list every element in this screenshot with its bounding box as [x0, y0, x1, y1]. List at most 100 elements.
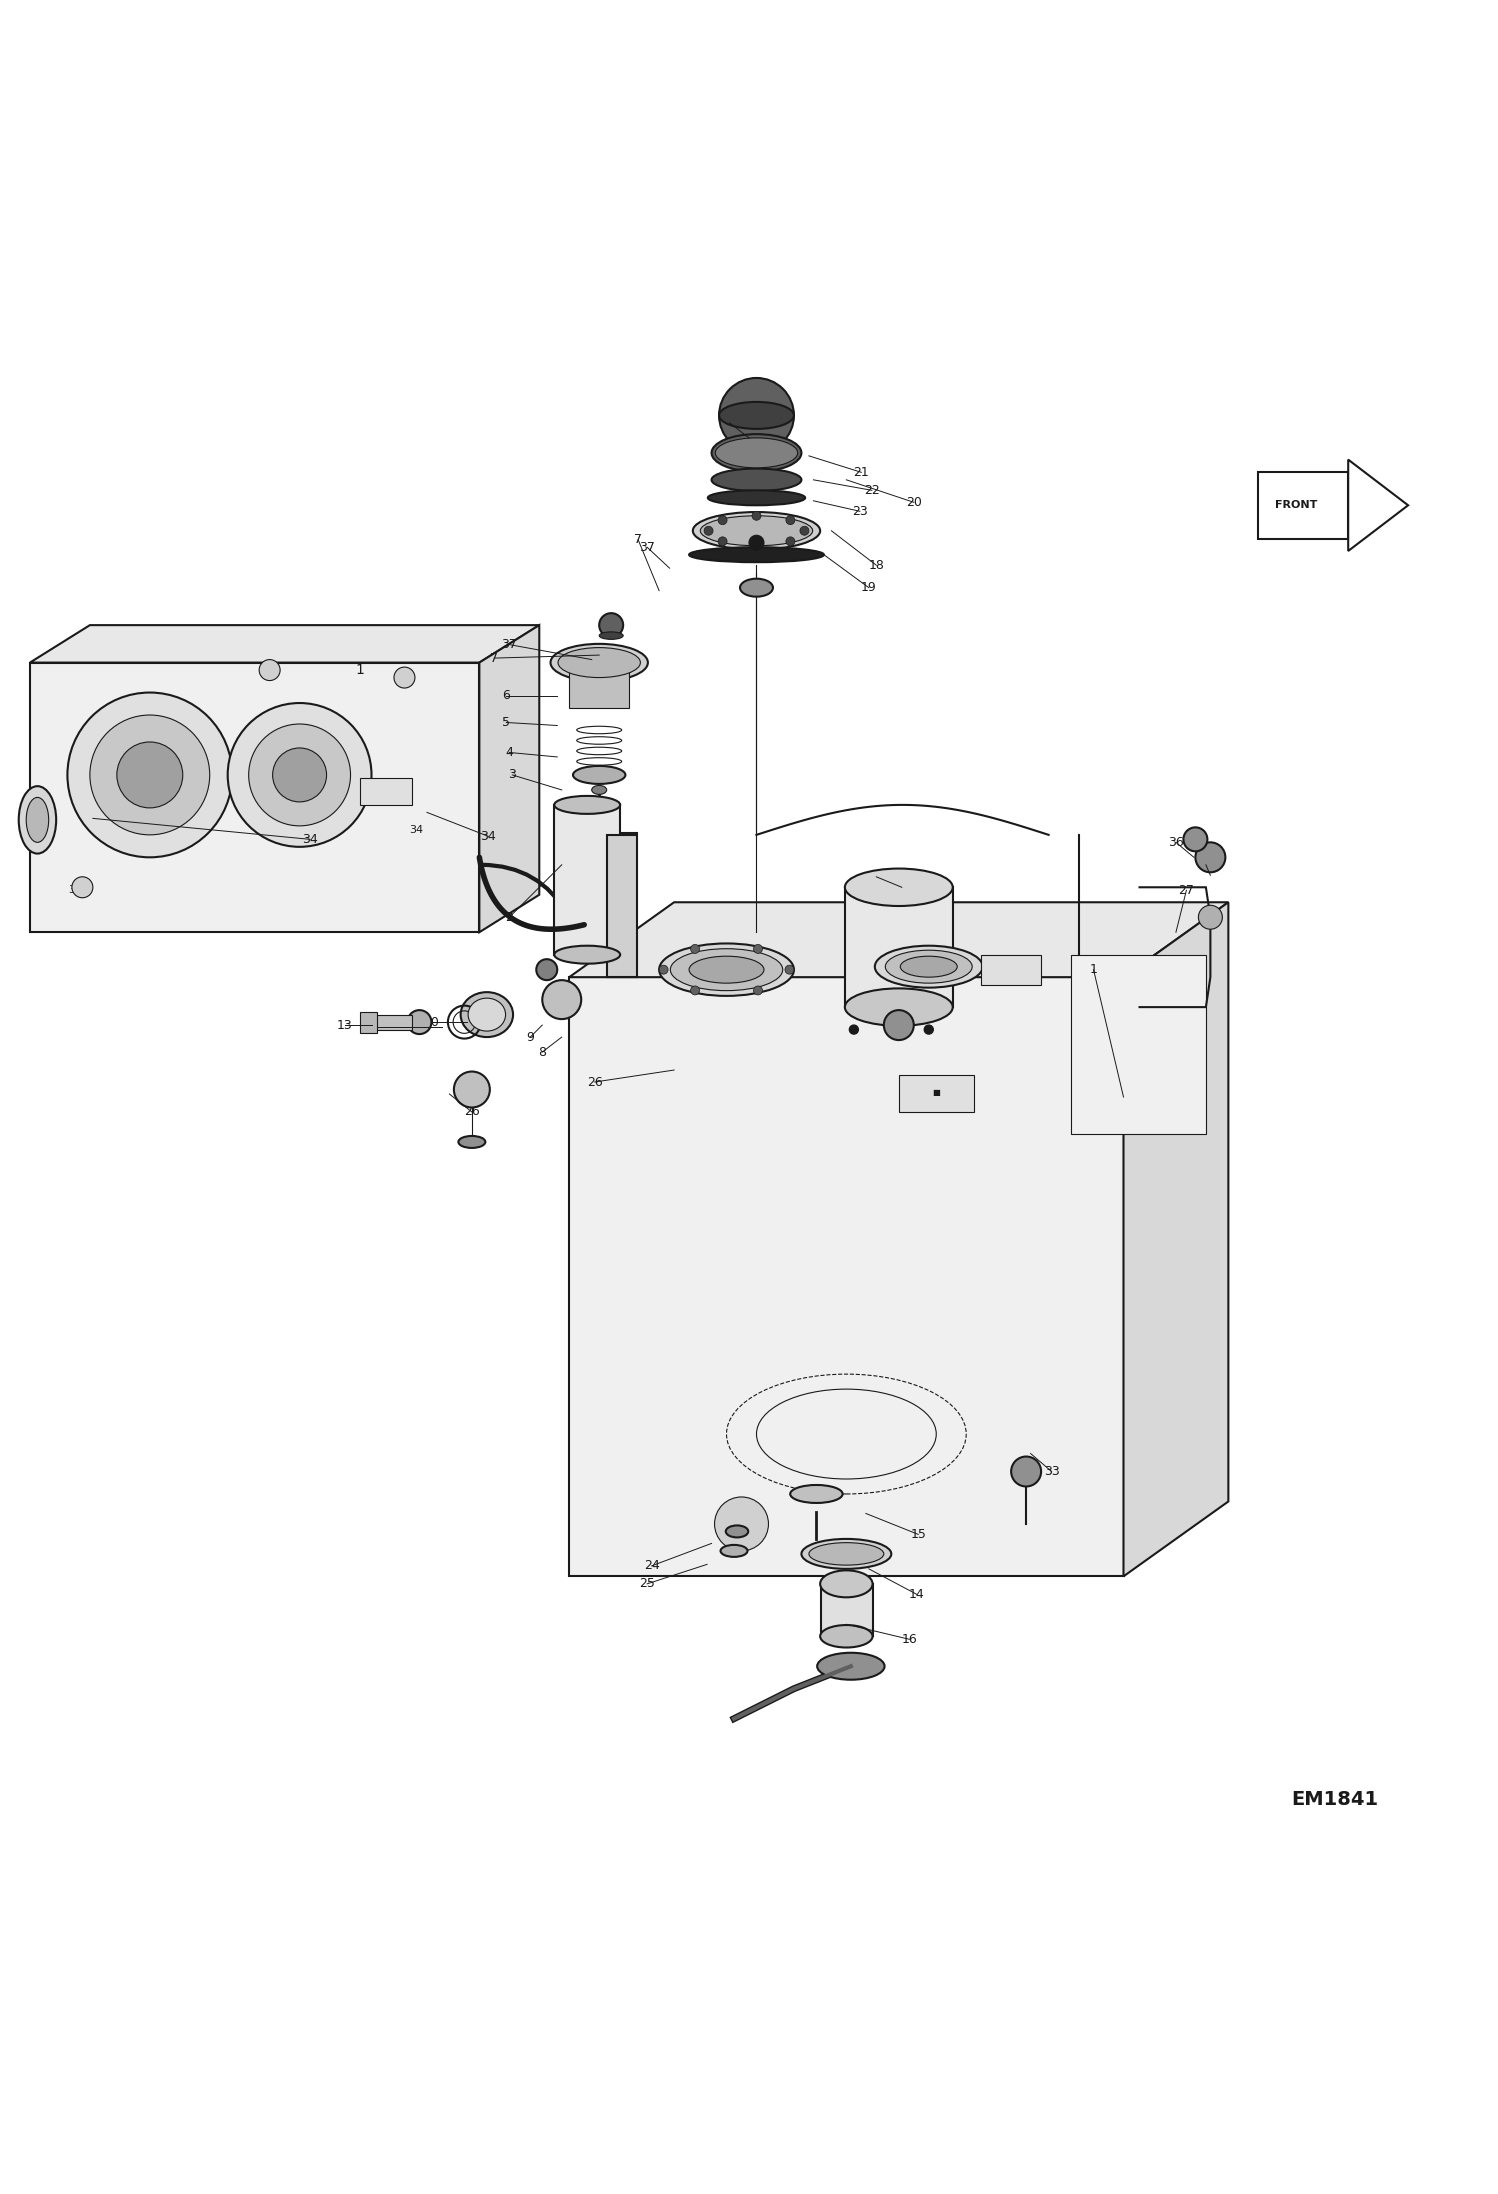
- Text: 33: 33: [1044, 1466, 1059, 1479]
- Text: 23: 23: [852, 505, 867, 518]
- Text: 5: 5: [502, 715, 511, 728]
- Circle shape: [90, 715, 210, 836]
- Text: 36: 36: [1168, 836, 1183, 849]
- Text: 10: 10: [424, 1016, 439, 1029]
- Text: 17: 17: [611, 913, 626, 926]
- Ellipse shape: [692, 511, 821, 548]
- Ellipse shape: [689, 957, 764, 983]
- Circle shape: [786, 538, 795, 546]
- Ellipse shape: [701, 516, 812, 546]
- Ellipse shape: [809, 1542, 884, 1564]
- Ellipse shape: [599, 632, 623, 638]
- Ellipse shape: [819, 1626, 872, 1648]
- Ellipse shape: [557, 647, 641, 678]
- Ellipse shape: [900, 957, 957, 976]
- Ellipse shape: [819, 1571, 872, 1597]
- Ellipse shape: [671, 948, 782, 992]
- Bar: [569, 665, 629, 706]
- Bar: [981, 954, 1041, 985]
- Circle shape: [785, 965, 794, 974]
- Polygon shape: [30, 625, 539, 663]
- Circle shape: [924, 1025, 933, 1033]
- Circle shape: [749, 535, 764, 551]
- Text: 38: 38: [869, 871, 884, 884]
- Ellipse shape: [721, 1545, 748, 1558]
- Ellipse shape: [572, 766, 626, 783]
- Circle shape: [536, 959, 557, 981]
- Circle shape: [704, 527, 713, 535]
- Ellipse shape: [592, 785, 607, 794]
- Text: 26: 26: [464, 1106, 479, 1119]
- Bar: [360, 779, 412, 805]
- Text: 11: 11: [394, 1020, 409, 1033]
- Bar: [845, 886, 953, 1007]
- Text: 34: 34: [481, 829, 496, 842]
- Text: 21: 21: [854, 465, 869, 478]
- Ellipse shape: [845, 869, 953, 906]
- Text: 26: 26: [587, 1075, 602, 1088]
- Bar: [569, 976, 1124, 1575]
- Circle shape: [800, 527, 809, 535]
- Text: 34: 34: [303, 834, 318, 847]
- Text: 7: 7: [634, 533, 643, 546]
- Text: 15: 15: [911, 1527, 926, 1540]
- Polygon shape: [569, 902, 1228, 976]
- Text: 34: 34: [69, 884, 82, 895]
- Bar: [374, 1014, 412, 1029]
- Circle shape: [849, 1025, 858, 1033]
- Polygon shape: [1348, 459, 1408, 551]
- Text: 1: 1: [355, 663, 364, 678]
- Text: 13: 13: [337, 1018, 352, 1031]
- Polygon shape: [1124, 902, 1228, 1575]
- Circle shape: [249, 724, 351, 825]
- Circle shape: [884, 1009, 914, 1040]
- Circle shape: [691, 985, 700, 994]
- Circle shape: [72, 878, 93, 897]
- Ellipse shape: [845, 987, 953, 1027]
- Ellipse shape: [801, 1538, 891, 1569]
- Circle shape: [719, 377, 794, 452]
- Ellipse shape: [712, 434, 801, 472]
- Circle shape: [228, 702, 372, 847]
- Circle shape: [752, 542, 761, 551]
- Ellipse shape: [551, 643, 647, 682]
- Circle shape: [117, 742, 183, 807]
- Circle shape: [273, 748, 327, 801]
- Text: ■: ■: [932, 1088, 941, 1097]
- Ellipse shape: [689, 546, 824, 562]
- Text: EM1841: EM1841: [1291, 1790, 1378, 1808]
- Ellipse shape: [554, 796, 620, 814]
- Ellipse shape: [885, 950, 972, 983]
- Bar: [821, 1584, 873, 1637]
- Circle shape: [1198, 906, 1222, 930]
- Bar: [554, 805, 620, 954]
- Ellipse shape: [712, 470, 801, 491]
- Circle shape: [599, 612, 623, 636]
- Text: 16: 16: [902, 1632, 917, 1646]
- Ellipse shape: [458, 1136, 485, 1147]
- Circle shape: [753, 985, 762, 994]
- Bar: [360, 1011, 377, 1033]
- Circle shape: [1195, 842, 1225, 873]
- Text: 37: 37: [502, 638, 517, 652]
- Text: 19: 19: [861, 581, 876, 595]
- Bar: [30, 663, 479, 932]
- Ellipse shape: [875, 946, 983, 987]
- Text: 9: 9: [526, 1031, 535, 1044]
- Ellipse shape: [467, 998, 506, 1031]
- Text: 3: 3: [508, 768, 517, 781]
- Text: 35: 35: [722, 417, 737, 430]
- Text: 8: 8: [538, 1047, 547, 1058]
- Polygon shape: [479, 625, 539, 932]
- Text: 14: 14: [909, 1588, 924, 1602]
- Circle shape: [718, 516, 727, 524]
- Text: 7: 7: [490, 652, 499, 665]
- Text: 37: 37: [640, 540, 655, 553]
- Circle shape: [454, 1071, 490, 1108]
- Text: 20: 20: [906, 496, 921, 509]
- Text: 34: 34: [409, 825, 422, 836]
- Text: 1: 1: [1089, 963, 1098, 976]
- Ellipse shape: [725, 1525, 749, 1538]
- Circle shape: [715, 1496, 768, 1551]
- Bar: [899, 1075, 974, 1112]
